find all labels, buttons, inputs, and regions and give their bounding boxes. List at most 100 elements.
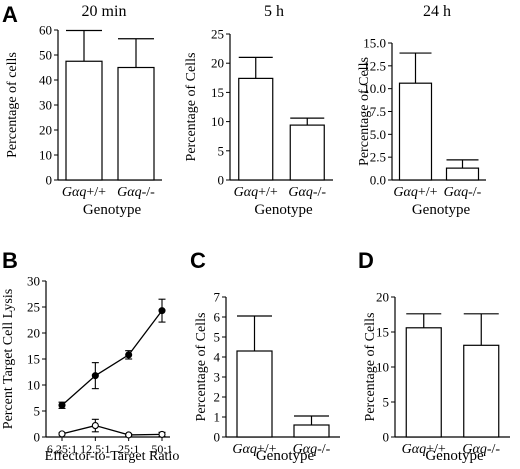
bar xyxy=(117,66,155,181)
y-tick-label: 5 xyxy=(383,395,390,410)
data-point-filled xyxy=(58,401,66,409)
chart-a3: 0.0 2.5 5.0 7.5 10.0 12.5 15.0 Percentage of Ce… xyxy=(357,3,486,218)
data-point-open xyxy=(58,430,66,438)
y-tick-label: 5 xyxy=(34,404,41,419)
data-point-open xyxy=(158,430,166,438)
bar xyxy=(405,327,442,438)
bar xyxy=(65,60,103,181)
y-tick-label: 0 xyxy=(383,430,390,445)
bar xyxy=(463,344,500,438)
x-tick-label: Gαq-/- xyxy=(444,185,482,200)
y-tick-label: 12.5 xyxy=(363,58,386,73)
data-point-filled xyxy=(158,307,166,315)
chart-b: 0 5 10 15 20 25 30 Percent Target Cell Lysis 6.2… xyxy=(1,274,179,465)
y-tick-label: 30 xyxy=(39,98,52,113)
y-tick-label: 15.0 xyxy=(363,36,386,51)
y-tick-label: 15 xyxy=(376,325,389,340)
bar xyxy=(398,82,433,181)
x-tick-label: Gαq+/+ xyxy=(402,442,446,457)
chart-title: 24 h xyxy=(423,3,451,20)
y-axis-label: Percentage of Cells xyxy=(357,57,372,166)
x-tick-label: Gαq-/- xyxy=(117,185,155,200)
chart-title: 5 h xyxy=(264,3,284,20)
y-tick-label: 25 xyxy=(211,27,224,42)
series-line xyxy=(61,310,163,406)
y-axis-label: Percentage of cells xyxy=(5,52,20,158)
y-tick-label: 7 xyxy=(214,290,221,305)
y-tick-label: 10 xyxy=(39,148,52,163)
y-tick-label: 10.0 xyxy=(363,81,386,96)
chart-a2: 0 5 10 15 20 25 Percentage of Cells 5 h Gαq+/+ Gα… xyxy=(184,3,333,218)
x-tick-label: Gαq+/+ xyxy=(393,185,437,200)
y-tick-label: 1 xyxy=(214,410,221,425)
chart-c: 0 1 2 3 4 5 6 7 Percentage of Cells Gαq+/+ Gαq-/-G… xyxy=(194,290,340,464)
bar xyxy=(236,350,273,438)
y-tick-label: 50 xyxy=(39,48,52,63)
panel-letter-d: D xyxy=(358,248,374,273)
y-tick-label: 2 xyxy=(214,390,221,405)
panel-letter-a: A xyxy=(2,2,18,27)
y-tick-label: 5 xyxy=(214,330,221,345)
y-tick-label: 30 xyxy=(27,274,40,289)
x-axis-label: Genotype xyxy=(425,448,484,464)
data-point-filled xyxy=(125,351,133,359)
series-line xyxy=(61,424,163,436)
y-tick-label: 15 xyxy=(211,85,224,100)
y-tick-label: 10 xyxy=(27,378,40,393)
y-tick-label: 40 xyxy=(39,73,52,88)
y-tick-label: 60 xyxy=(39,23,52,38)
y-tick-label: 15 xyxy=(27,352,40,367)
chart-a1: 0 10 20 30 40 50 60 Percentage of cells 20 min Gα… xyxy=(5,3,162,218)
x-axis-label: Genotype xyxy=(412,202,471,218)
y-tick-label: 10 xyxy=(211,114,224,129)
x-tick-label: 6.25:1 xyxy=(47,442,77,456)
y-tick-label: 20 xyxy=(27,326,40,341)
y-tick-label: 6 xyxy=(214,310,221,325)
x-tick-label: 25:1 xyxy=(118,442,139,456)
y-tick-label: 5 xyxy=(218,143,225,158)
y-tick-label: 0 xyxy=(214,430,221,445)
x-tick-label: Gαq+/+ xyxy=(234,185,278,200)
y-axis-label: Percentage of Cells xyxy=(184,53,199,162)
x-axis-label: Genotype xyxy=(256,448,315,464)
x-tick-label: Gαq-/- xyxy=(293,442,331,457)
y-tick-label: 10 xyxy=(376,360,389,375)
data-point-filled xyxy=(91,372,99,380)
panel-letter-b: B xyxy=(2,248,18,273)
x-tick-label: 50:1 xyxy=(151,442,172,456)
x-axis-label: Effector-to-Target Ratio xyxy=(45,449,180,464)
y-tick-label: 4 xyxy=(214,350,221,365)
bar xyxy=(445,167,480,181)
y-tick-label: 20 xyxy=(211,56,224,71)
chart-d: 0 5 10 15 20 Percentage of Cells Gαq+/+ Gαq-/-G… xyxy=(363,290,510,464)
chart-title: 20 min xyxy=(82,3,127,20)
x-tick-label: Gαq-/- xyxy=(288,185,326,200)
y-tick-label: 20 xyxy=(376,290,389,305)
bar xyxy=(238,77,274,181)
y-tick-label: 0.0 xyxy=(370,173,386,188)
y-tick-label: 0 xyxy=(218,173,225,188)
x-axis-label: Genotype xyxy=(254,202,313,218)
x-tick-label: 12.5:1 xyxy=(80,442,110,456)
panel-letter-c: C xyxy=(190,248,206,273)
y-tick-label: 2.5 xyxy=(370,150,386,165)
data-point-open xyxy=(91,422,99,430)
data-point-open xyxy=(125,431,133,439)
x-axis-label: Genotype xyxy=(83,202,142,218)
x-tick-label: Gαq+/+ xyxy=(62,185,106,200)
y-axis-label: Percentage of Cells xyxy=(194,313,209,422)
y-axis-label: Percentage of Cells xyxy=(363,313,378,422)
bar xyxy=(293,424,330,438)
bar xyxy=(289,124,325,181)
y-tick-label: 7.5 xyxy=(370,104,386,119)
y-tick-label: 3 xyxy=(214,370,221,385)
x-tick-label: Gαq+/+ xyxy=(232,442,276,457)
y-tick-label: 0 xyxy=(46,173,53,188)
y-axis-label: Percent Target Cell Lysis xyxy=(1,289,16,429)
x-tick-label: Gαq-/- xyxy=(462,442,500,457)
y-tick-label: 5.0 xyxy=(370,127,386,142)
y-tick-label: 0 xyxy=(34,430,41,445)
y-tick-label: 25 xyxy=(27,300,40,315)
